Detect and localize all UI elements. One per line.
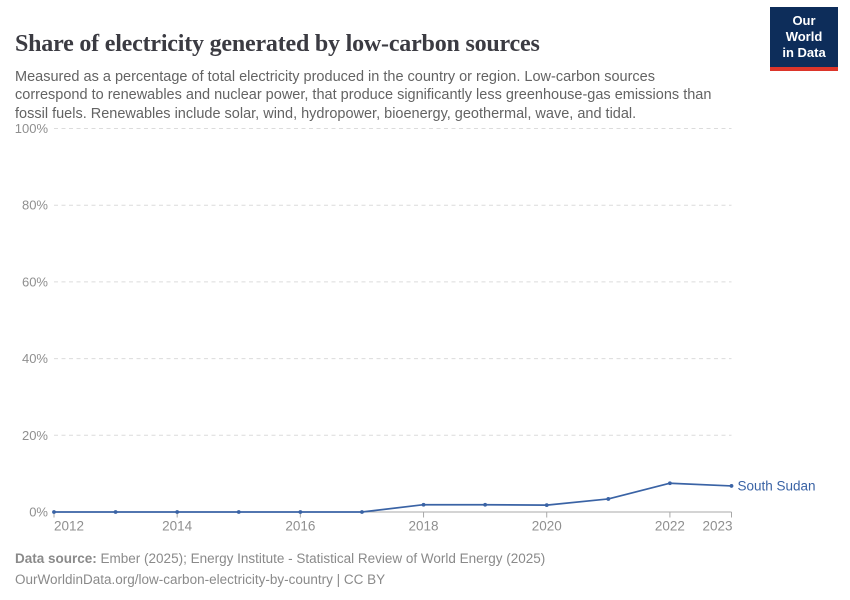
x-axis-tick-label: 2018 [409,519,439,534]
data-point-2014 [175,510,180,514]
data-source-label: Data source: [15,551,101,566]
data-point-2019 [483,502,488,507]
y-axis-tick-label: 100% [15,121,49,136]
logo-line-1: Our World [785,13,823,44]
y-axis-tick-label: 20% [22,428,48,443]
x-axis-tick-label: 2020 [532,519,562,534]
data-point-2012 [52,510,56,514]
x-axis-tick-label: 2014 [162,519,193,534]
y-axis-tick-label: 80% [22,198,48,213]
x-axis-tick-label: 2023 [702,519,732,534]
data-point-2023 [729,484,734,488]
chart-subtitle: Measured as a percentage of total electr… [15,68,712,122]
data-source-line: Data source: Ember (2025); Energy Instit… [15,548,795,569]
x-axis-tick-label: 2016 [285,519,315,534]
chart-footer: Data source: Ember (2025); Energy Instit… [15,548,795,590]
data-point-2015 [236,510,241,514]
license-line: OurWorldinData.org/low-carbon-electricit… [15,572,386,587]
series-end-label: South Sudan [738,478,816,493]
page-title: Share of electricity generated by low-ca… [15,31,540,58]
data-point-2021 [606,497,611,501]
data-point-2020 [544,503,549,507]
y-axis-tick-label: 0% [29,505,48,520]
x-axis-tick-label: 2012 [54,519,84,534]
data-point-2022 [668,481,672,486]
data-point-2017 [360,510,364,514]
y-axis-tick-label: 40% [22,351,48,366]
x-axis-tick-label: 2022 [655,519,685,534]
data-point-2013 [113,510,118,514]
data-point-2016 [298,510,303,514]
owid-logo[interactable]: Our World in Data [770,7,838,71]
series-line [54,482,732,513]
y-axis-tick-label: 60% [22,274,48,289]
logo-line-2: in Data [782,45,826,60]
data-point-2018 [421,502,426,507]
data-source-text: Ember (2025); Energy Institute - Statist… [100,551,546,566]
